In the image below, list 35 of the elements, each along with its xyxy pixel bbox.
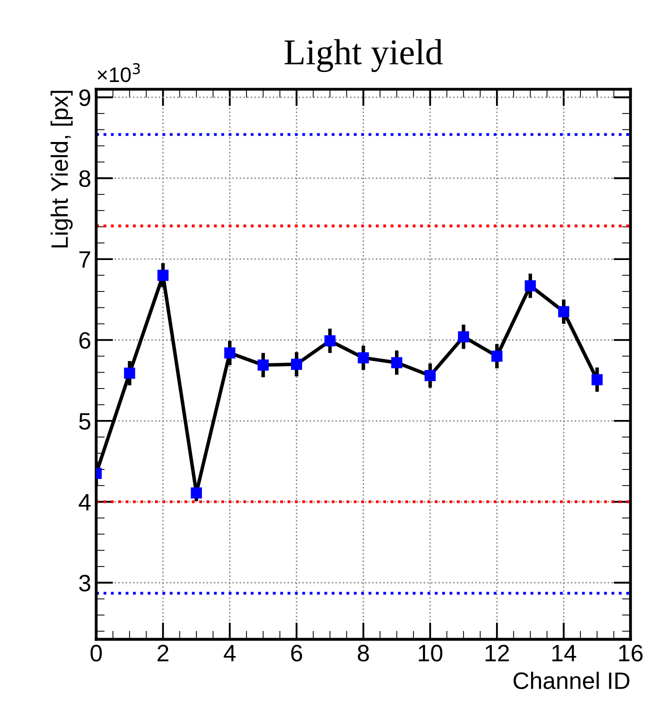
y-tick-label: 3 — [79, 574, 90, 592]
point — [424, 370, 436, 382]
y-tick-label: 7 — [79, 251, 90, 268]
x-tick-label: 16 — [619, 644, 643, 662]
x-axis-title: Channel ID — [514, 672, 630, 690]
y-tick-label: 8 — [79, 170, 90, 187]
x-tick-label: 2 — [158, 644, 168, 662]
point — [258, 360, 269, 371]
point — [124, 368, 136, 379]
x-tick-label: 6 — [291, 644, 302, 662]
x-tick-label: 0 — [90, 644, 102, 662]
point — [391, 357, 402, 368]
point — [224, 347, 236, 358]
x-tick-label: 10 — [418, 644, 442, 662]
y-tick-label: 5 — [79, 413, 90, 430]
y-tick-label: 9 — [79, 89, 90, 106]
x-tick-label: 12 — [486, 644, 509, 662]
x-tick-label: 14 — [552, 645, 576, 662]
x-tick-label: 4 — [224, 645, 236, 662]
y-tick-label: 4 — [78, 494, 91, 510]
point — [491, 350, 502, 362]
x-tick-label: 8 — [358, 644, 369, 662]
y-axis-title: Light Yield, [px] — [50, 90, 73, 248]
point — [324, 335, 336, 346]
point — [592, 374, 603, 386]
point — [157, 270, 169, 281]
point — [558, 306, 570, 318]
point — [190, 487, 202, 498]
point — [358, 352, 369, 364]
point — [291, 358, 302, 370]
y-tick-label: 6 — [79, 332, 90, 349]
chart-title: Light yield — [284, 39, 443, 72]
point — [458, 331, 470, 342]
point — [524, 280, 536, 292]
text: ×10$^{3}$ — [98, 63, 140, 82]
